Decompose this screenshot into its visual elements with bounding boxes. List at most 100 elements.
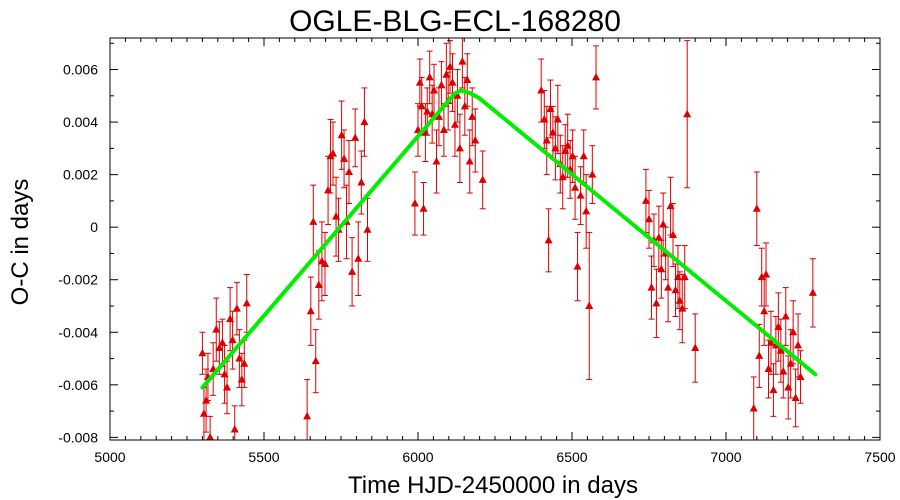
y-axis-label: O-C in days — [7, 179, 34, 306]
data-point — [664, 283, 673, 291]
data-point — [691, 343, 700, 352]
data-point — [468, 112, 477, 120]
data-point — [450, 120, 459, 128]
data-point — [410, 199, 419, 207]
data-point — [769, 385, 778, 394]
data-point — [749, 403, 758, 412]
data-point — [471, 135, 480, 144]
data-point — [796, 372, 805, 380]
data-point — [641, 196, 650, 204]
data-point — [553, 114, 562, 123]
data-point — [786, 359, 795, 367]
y-tick-label: 0.004 — [63, 114, 98, 130]
data-point — [657, 264, 666, 273]
y-tick-label: -0.006 — [58, 377, 98, 393]
data-point — [419, 204, 428, 212]
data-point — [314, 280, 323, 288]
data-point — [434, 112, 443, 120]
data-point — [542, 135, 551, 144]
data-point — [448, 78, 457, 86]
data-point — [544, 235, 553, 244]
data-point — [303, 411, 312, 420]
data-point — [320, 259, 329, 267]
data-point — [423, 107, 432, 115]
data-point — [678, 304, 687, 312]
data-point — [430, 86, 439, 94]
data-point — [309, 217, 318, 225]
data-point — [230, 424, 239, 433]
data-point — [357, 178, 366, 186]
data-point — [669, 230, 678, 239]
data-point — [585, 301, 594, 309]
data-point — [652, 298, 661, 307]
data-point — [463, 75, 472, 84]
data-point — [683, 109, 692, 118]
data-point — [755, 351, 764, 359]
data-point — [465, 156, 474, 165]
data-point — [453, 91, 462, 99]
y-tick-label: 0 — [90, 219, 98, 235]
y-tick-label: -0.002 — [58, 272, 98, 288]
y-tick-label: 0.002 — [63, 167, 98, 183]
data-point — [458, 57, 467, 65]
plot-area: 5000 5500 6000 6500 7000 7500 -0.008 -0.006 -0.0… — [58, 37, 896, 465]
data-point — [328, 149, 337, 157]
data-point — [439, 125, 448, 133]
data-point — [592, 72, 601, 81]
data-point — [455, 143, 464, 152]
data-point — [212, 325, 221, 333]
data-point — [766, 338, 775, 346]
x-tick-label: 7500 — [864, 449, 895, 465]
y-tick-label: -0.004 — [58, 324, 98, 340]
x-tick-label: 6500 — [556, 449, 587, 465]
data-point — [752, 204, 761, 212]
data-point — [573, 262, 582, 270]
data-point — [340, 154, 349, 162]
data-point — [432, 156, 441, 165]
data-point — [647, 283, 656, 291]
data-point — [232, 304, 241, 312]
fit-curve — [200, 88, 818, 390]
data-point — [348, 267, 357, 275]
data-point — [417, 101, 426, 110]
data-point — [228, 335, 237, 344]
data-point — [558, 172, 567, 181]
data-point — [654, 233, 663, 241]
chart-title: OGLE-BLG-ECL-168280 — [289, 5, 621, 38]
data-point — [360, 117, 369, 126]
x-tick-label: 5000 — [94, 449, 125, 465]
x-tick-label: 5500 — [248, 449, 279, 465]
data-point — [198, 348, 207, 357]
y-tick-label: 0.006 — [63, 62, 98, 78]
data-point — [582, 206, 591, 215]
data-point — [659, 220, 668, 228]
data-point — [206, 432, 215, 441]
data-point — [808, 288, 817, 296]
data-point — [311, 356, 320, 365]
data-point — [345, 167, 354, 175]
data-point — [425, 72, 434, 81]
data-point — [579, 151, 588, 160]
data-point — [537, 86, 546, 94]
data-point — [306, 306, 315, 315]
data-point — [576, 191, 585, 199]
data-point — [240, 359, 249, 367]
data-point — [794, 340, 803, 349]
data-point — [242, 298, 251, 307]
data-point — [645, 214, 653, 223]
x-axis-label: Time HJD-2450000 in days — [348, 472, 638, 499]
data-point — [588, 170, 597, 178]
data-point — [202, 396, 211, 404]
data-point — [363, 225, 372, 233]
data-point — [779, 367, 788, 375]
data-point — [223, 382, 232, 391]
data-point — [215, 343, 224, 352]
data-point — [571, 183, 580, 191]
data-point — [789, 327, 798, 336]
data-point — [762, 269, 771, 278]
x-tick-label: 7000 — [710, 449, 741, 465]
data-point — [460, 101, 469, 110]
data-point — [351, 133, 360, 141]
data-point — [354, 254, 363, 262]
